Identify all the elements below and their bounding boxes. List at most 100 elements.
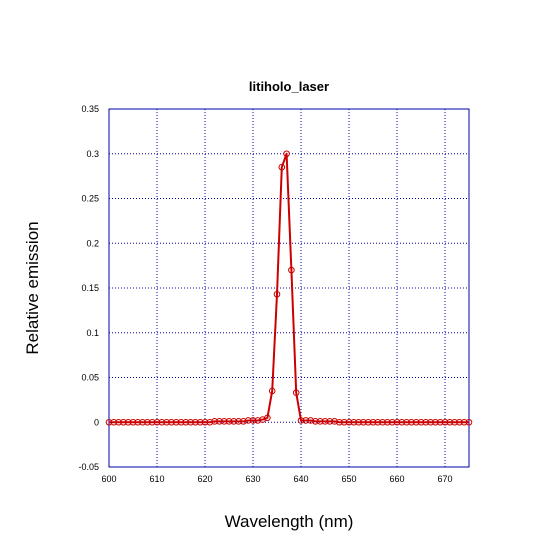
y-tick-label: 0.35	[81, 104, 99, 114]
data-point-marker	[211, 418, 218, 425]
data-point-marker	[398, 418, 406, 426]
data-point-marker	[177, 418, 185, 426]
data-point-marker	[321, 418, 329, 425]
data-point-marker	[105, 418, 113, 426]
data-point-marker	[302, 417, 310, 424]
data-point-marker	[379, 418, 386, 426]
data-point-marker	[340, 418, 348, 426]
data-point-marker	[182, 418, 190, 426]
data-point-marker	[168, 418, 175, 426]
data-point-marker	[172, 418, 180, 426]
data-point-marker	[230, 418, 238, 425]
data-point-marker	[412, 418, 420, 426]
data-point-marker	[422, 418, 430, 426]
data-point-marker	[268, 387, 276, 395]
data-point-marker	[115, 418, 122, 426]
data-point-marker	[374, 418, 382, 426]
data-point-marker	[408, 418, 415, 426]
data-point-marker	[465, 418, 473, 426]
data-point-marker	[148, 418, 156, 426]
x-tick-label: 620	[197, 474, 212, 484]
data-point-marker	[216, 418, 223, 425]
data-point-marker	[244, 417, 252, 424]
data-point-marker	[158, 418, 166, 426]
data-point-marker	[220, 418, 228, 425]
data-point-marker	[201, 418, 209, 426]
data-point-marker	[393, 418, 401, 426]
data-point-marker	[144, 418, 151, 426]
x-tick-label: 630	[245, 474, 260, 484]
y-tick-label: 0.2	[86, 238, 99, 248]
data-point-marker	[264, 414, 271, 422]
data-point-marker	[134, 418, 142, 426]
data-point-marker	[441, 418, 449, 426]
data-point-marker	[278, 163, 286, 171]
data-point-marker	[388, 418, 396, 426]
tick-labels: 600 610 620 630 640 650 660 670 -0.05 0 0.05 0.1 0.1…	[78, 104, 452, 484]
data-point-marker	[360, 418, 367, 426]
data-point-marker	[326, 418, 334, 425]
plot-frame	[108, 108, 470, 468]
data-point-marker	[451, 418, 458, 426]
data-point-marker	[336, 418, 343, 426]
x-tick-label: 600	[101, 474, 116, 484]
data-point-marker	[345, 418, 353, 426]
data-point-marker	[312, 418, 319, 425]
data-point-marker	[297, 417, 305, 424]
x-tick-label: 650	[341, 474, 356, 484]
data-point-marker	[124, 418, 132, 426]
data-point-marker	[254, 417, 262, 424]
data-point-marker	[355, 418, 362, 426]
data-point-marker	[120, 418, 127, 426]
data-point-marker	[384, 418, 391, 426]
y-tick-label: 0.1	[86, 328, 99, 338]
x-tick-label: 670	[437, 474, 452, 484]
y-tick-label: -0.05	[78, 462, 99, 472]
data-point-marker	[364, 418, 372, 426]
data-point-marker	[403, 418, 410, 426]
data-point-marker	[283, 150, 290, 158]
data-point-marker	[196, 418, 204, 426]
data-point-marker	[153, 418, 161, 426]
x-axis-title: Wavelength (nm)	[225, 512, 354, 531]
data-point-marker	[129, 418, 137, 426]
data-point-marker	[350, 418, 358, 426]
data-point-marker	[110, 418, 118, 426]
data-point-marker	[249, 417, 257, 424]
x-tick-label: 660	[389, 474, 404, 484]
data-point-marker	[225, 418, 233, 425]
data-point-marker	[331, 418, 338, 425]
data-point-marker	[235, 418, 242, 425]
data-series	[105, 150, 473, 426]
data-point-marker	[292, 389, 300, 397]
y-tick-label: 0.3	[86, 149, 99, 159]
data-point-marker	[206, 418, 214, 426]
data-point-marker	[417, 418, 425, 426]
data-point-marker	[427, 418, 434, 426]
data-point-marker	[460, 418, 468, 426]
y-tick-label: 0	[94, 417, 99, 427]
data-point-marker	[139, 418, 146, 426]
data-point-marker	[187, 418, 194, 426]
data-point-marker	[369, 418, 377, 426]
x-tick-label: 640	[293, 474, 308, 484]
y-tick-label: 0.15	[81, 283, 99, 293]
data-point-marker	[307, 417, 314, 424]
data-point-marker	[316, 418, 324, 425]
data-point-marker	[456, 418, 463, 426]
y-axis-title: Relative emission	[23, 221, 42, 354]
data-point-marker	[288, 266, 295, 274]
data-point-marker	[163, 418, 170, 426]
data-point-marker	[192, 418, 199, 426]
y-tick-label: 0.25	[81, 194, 99, 204]
data-point-marker	[436, 418, 444, 426]
x-tick-label: 610	[149, 474, 164, 484]
y-tick-label: 0.05	[81, 373, 99, 383]
chart-title: litiholo_laser	[249, 79, 329, 94]
data-point-marker	[240, 418, 247, 425]
data-point-marker	[273, 290, 281, 298]
data-point-marker	[432, 418, 439, 426]
